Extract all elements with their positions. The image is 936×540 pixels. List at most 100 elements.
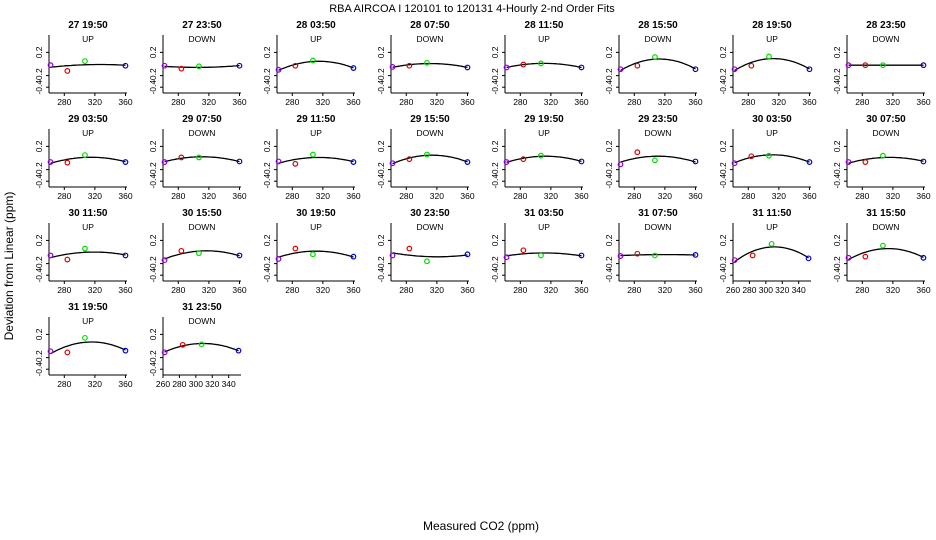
x-tick-label: 320 <box>658 191 672 201</box>
data-point <box>161 62 168 69</box>
data-point <box>236 158 243 165</box>
data-point <box>161 349 168 356</box>
x-tick-label: 360 <box>460 97 474 107</box>
y-tick-label: 0.2 <box>832 234 842 246</box>
data-point <box>652 54 658 60</box>
fit-curve <box>50 156 126 165</box>
fit-curve <box>278 250 354 258</box>
y-tick-label: 0.2 <box>604 234 614 246</box>
panel: 31 07:50 DOWN -0.4-0.2 0.2 280 320 360 <box>604 208 703 295</box>
panel-direction: DOWN <box>189 316 216 326</box>
data-point <box>578 158 585 165</box>
panel-direction: DOWN <box>645 222 672 232</box>
data-point <box>47 159 54 165</box>
data-point <box>406 62 413 69</box>
data-point <box>47 252 54 259</box>
panel: 30 19:50 UP -0.4-0.2 0.2 280 320 360 <box>262 208 361 295</box>
y-tick-label: -0.2 <box>604 68 614 83</box>
data-point <box>82 334 88 341</box>
x-tick-label: 360 <box>802 97 816 107</box>
y-tick-label: -0.2 <box>490 162 500 177</box>
data-point <box>845 254 852 261</box>
y-tick-label: -0.2 <box>718 256 728 271</box>
data-point <box>47 62 54 69</box>
x-tick-label: 280 <box>285 97 299 107</box>
x-tick-label: 320 <box>544 191 558 201</box>
panel-direction: UP <box>82 128 94 138</box>
y-tick-label: -0.4 <box>262 174 272 189</box>
data-point <box>275 158 282 165</box>
x-tick-label: 320 <box>316 191 330 201</box>
data-point <box>538 252 544 259</box>
panel: 29 03:50 UP -0.4-0.2 0.2 280 320 360 <box>34 114 133 201</box>
x-tick-label: 280 <box>285 285 299 295</box>
data-point <box>748 153 755 160</box>
panel-direction: UP <box>310 34 322 44</box>
panel-title: 30 07:50 <box>866 114 906 125</box>
x-tick-label: 280 <box>57 97 71 107</box>
panel: 29 11:50 UP -0.4-0.2 0.2 280 320 360 <box>262 114 361 201</box>
panel-title: 28 03:50 <box>296 20 336 31</box>
y-tick-label: -0.4 <box>604 174 614 189</box>
y-tick-label: -0.4 <box>604 268 614 283</box>
data-point <box>845 62 852 69</box>
x-tick-label: 320 <box>772 97 786 107</box>
panel: 31 11:50 UP -0.4-0.2 0.2 260 280 300 320 340 <box>718 208 812 295</box>
y-tick-label: -0.4 <box>34 174 44 189</box>
y-tick-label: 0.2 <box>718 140 728 152</box>
x-tick-label: 320 <box>430 285 444 295</box>
fit-curve <box>164 156 240 163</box>
panel: 29 23:50 DOWN -0.4-0.2 0.2 280 320 360 <box>604 114 703 201</box>
data-point <box>845 159 852 165</box>
data-point <box>920 158 927 165</box>
data-point <box>503 254 510 261</box>
panel-direction: DOWN <box>189 34 216 44</box>
fit-curve <box>734 246 809 263</box>
data-point <box>862 62 869 69</box>
y-tick-label: 0.2 <box>376 46 386 58</box>
y-tick-label: -0.4 <box>376 80 386 95</box>
panel-direction: DOWN <box>873 34 900 44</box>
panel-title: 28 07:50 <box>410 20 450 31</box>
y-tick-label: 0.2 <box>34 328 44 340</box>
data-point <box>692 251 699 258</box>
y-tick-label: -0.4 <box>832 174 842 189</box>
data-point <box>424 258 430 265</box>
panel-title: 31 11:50 <box>753 208 792 219</box>
data-point <box>749 252 756 259</box>
y-tick-label: 0.2 <box>34 46 44 58</box>
fit-curve <box>164 250 240 260</box>
y-tick-label: -0.4 <box>490 80 500 95</box>
y-tick-label: -0.2 <box>376 162 386 177</box>
data-point <box>652 252 658 259</box>
y-tick-label: 0.2 <box>490 234 500 246</box>
panel-direction: DOWN <box>645 34 672 44</box>
y-tick-label: 0.2 <box>832 140 842 152</box>
x-tick-label: 360 <box>802 191 816 201</box>
y-tick-label: -0.2 <box>832 256 842 271</box>
data-point <box>292 160 299 167</box>
panel: 28 19:50 UP -0.4-0.2 0.2 280 320 360 <box>718 20 817 107</box>
panel-title: 29 07:50 <box>182 114 222 125</box>
y-tick-label: -0.2 <box>262 162 272 177</box>
panel-direction: DOWN <box>189 222 216 232</box>
x-tick-label: 320 <box>544 285 558 295</box>
y-tick-label: 0.2 <box>262 46 272 58</box>
panel-direction: UP <box>766 34 778 44</box>
panel: 30 23:50 DOWN -0.4-0.2 0.2 280 320 360 <box>376 208 475 295</box>
data-point <box>178 247 185 254</box>
y-tick-label: 0.2 <box>718 46 728 58</box>
x-tick-label: 320 <box>205 379 219 389</box>
data-point <box>310 151 316 158</box>
y-tick-label: -0.2 <box>604 162 614 177</box>
y-tick-label: -0.2 <box>376 68 386 83</box>
data-point <box>538 152 544 159</box>
fit-curve <box>164 64 240 69</box>
panel-title: 31 15:50 <box>866 208 906 219</box>
panel-direction: UP <box>310 222 322 232</box>
fit-curve <box>734 154 810 164</box>
fit-curve <box>848 247 924 261</box>
y-tick-label: -0.2 <box>262 68 272 83</box>
panel: 31 03:50 UP -0.4-0.2 0.2 280 320 360 <box>490 208 589 295</box>
